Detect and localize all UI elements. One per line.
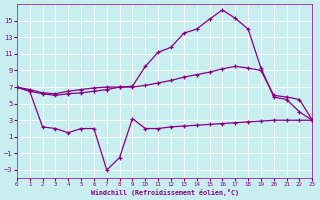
X-axis label: Windchill (Refroidissement éolien,°C): Windchill (Refroidissement éolien,°C) (91, 189, 239, 196)
